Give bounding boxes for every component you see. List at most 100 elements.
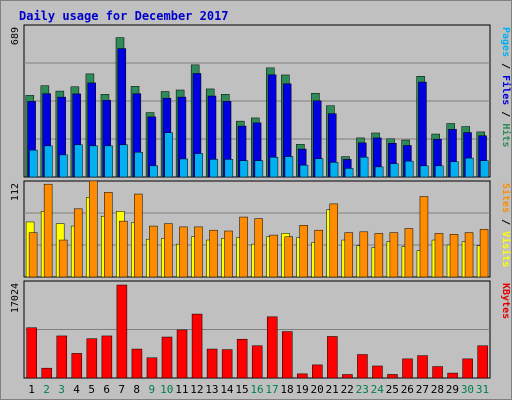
bar-mid-s1-day-27 — [419, 196, 429, 278]
bar-bot-s0-day-27 — [417, 355, 428, 379]
bar-mid-s1-day-22 — [344, 232, 354, 278]
x-tick-label-day-28: 28 — [431, 383, 444, 396]
bar-bot-s0-day-10 — [161, 336, 173, 379]
panel-bot-max-label: 17024 — [10, 283, 21, 313]
bar-bot-s0-day-9 — [146, 357, 158, 379]
x-tick-label-day-29: 29 — [446, 383, 459, 396]
bar-mid-s1-day-2 — [43, 183, 53, 278]
bar-bot-s0-day-8 — [131, 348, 143, 379]
bar-bot-s0-day-18 — [282, 331, 293, 379]
x-tick-label-day-7: 7 — [118, 383, 125, 396]
bar-mid-s1-day-6 — [104, 192, 113, 278]
bar-bot-s0-day-3 — [56, 335, 68, 379]
bar-bot-s0-day-24 — [372, 365, 383, 379]
x-tick-label-day-8: 8 — [133, 383, 140, 396]
bar-bot-s0-day-1 — [26, 327, 37, 379]
panel-bot-axis-label: KBytes — [500, 283, 511, 319]
bar-mid-s1-day-7 — [119, 220, 128, 278]
bar-top-s2-day-25 — [389, 163, 399, 178]
x-tick-label-day-17: 17 — [265, 383, 278, 396]
x-tick-label-day-25: 25 — [386, 383, 399, 396]
bar-top-s2-day-6 — [104, 145, 113, 178]
x-tick-label-day-26: 26 — [401, 383, 414, 396]
x-tick-label-day-30: 30 — [461, 383, 474, 396]
x-tick-label-day-20: 20 — [311, 383, 324, 396]
bar-mid-s1-day-10 — [164, 223, 173, 278]
bar-top-s2-day-20 — [314, 158, 324, 178]
bar-mid-s1-day-9 — [149, 225, 158, 278]
bar-mid-s1-day-30 — [464, 232, 474, 278]
x-tick-label-day-31: 31 — [476, 383, 489, 396]
bar-top-s2-day-1 — [29, 149, 38, 178]
bar-mid-s1-day-26 — [404, 228, 414, 278]
bar-top-s2-day-7 — [119, 144, 128, 178]
bar-bot-s0-day-28 — [432, 366, 443, 379]
bar-top-s2-day-22 — [344, 168, 354, 178]
bar-bot-s0-day-31 — [477, 345, 488, 379]
x-tick-label-day-14: 14 — [220, 383, 234, 396]
panel-mid-axis-label: Sites / Visits — [500, 183, 512, 267]
x-tick-label-day-21: 21 — [326, 383, 339, 396]
x-tick-label-day-5: 5 — [88, 383, 95, 396]
x-tick-label-day-24: 24 — [371, 383, 385, 396]
bar-bot-s0-day-26 — [402, 358, 413, 379]
bar-top-s2-day-27 — [420, 165, 429, 178]
x-tick-label-day-10: 10 — [160, 383, 173, 396]
x-tick-label-day-15: 15 — [235, 383, 248, 396]
bar-top-s2-day-31 — [480, 160, 489, 178]
bar-top-s1-day-27 — [418, 81, 427, 178]
bar-top-s2-day-15 — [239, 160, 249, 178]
x-tick-label-day-9: 9 — [148, 383, 155, 396]
panel-top-series-1 — [27, 48, 487, 178]
bar-top-s2-day-12 — [194, 153, 204, 178]
panel-mid-max-label: 112 — [10, 183, 21, 201]
bar-mid-s1-day-8 — [134, 193, 143, 278]
bar-mid-s1-day-19 — [299, 225, 308, 278]
bar-bot-s0-day-7 — [116, 284, 128, 379]
panel-top-series-2 — [29, 132, 489, 178]
x-tick-label-day-27: 27 — [416, 383, 429, 396]
bar-mid-s1-day-29 — [449, 234, 459, 278]
bar-top-s2-day-23 — [359, 156, 369, 178]
bar-bot-s0-day-25 — [387, 374, 398, 379]
bar-mid-s1-day-31 — [479, 229, 489, 278]
bar-mid-s1-day-1 — [28, 232, 38, 278]
bar-bot-s0-day-14 — [221, 349, 233, 379]
bar-top-s2-day-9 — [149, 165, 158, 178]
x-tick-label-day-23: 23 — [356, 383, 369, 396]
bar-mid-s1-day-16 — [254, 218, 263, 278]
bar-mid-s1-day-23 — [359, 231, 369, 278]
bar-top-s2-day-17 — [269, 156, 279, 178]
x-tick-label-day-6: 6 — [103, 383, 110, 396]
bar-top-s2-day-11 — [179, 158, 188, 178]
panel-top-max-label: 689 — [10, 27, 21, 45]
bar-bot-s0-day-21 — [327, 336, 338, 379]
x-tick-label-day-16: 16 — [250, 383, 263, 396]
bar-mid-s1-day-24 — [374, 233, 384, 278]
chart-panels: 689 Pages / Files / Hits 112 Sites / Visits… — [10, 24, 512, 379]
bar-bot-s0-day-6 — [101, 335, 113, 379]
bar-top-s2-day-13 — [209, 159, 219, 178]
bar-mid-s1-day-21 — [329, 203, 339, 278]
x-tick-label-day-13: 13 — [205, 383, 218, 396]
bar-mid-s1-day-3 — [58, 239, 68, 278]
bar-mid-s1-day-13 — [209, 229, 218, 278]
bar-mid-s1-day-15 — [239, 216, 248, 278]
bar-bot-s0-day-4 — [71, 353, 83, 379]
x-tick-label-day-12: 12 — [190, 383, 203, 396]
bar-mid-s1-day-11 — [179, 226, 188, 278]
bar-mid-s1-day-4 — [73, 208, 83, 278]
bar-bot-s0-day-19 — [297, 373, 308, 379]
bar-top-s2-day-24 — [374, 166, 384, 178]
bar-bot-s0-day-17 — [266, 316, 278, 379]
bar-mid-s1-day-14 — [224, 230, 233, 278]
bar-mid-s1-day-28 — [434, 233, 444, 278]
bar-bot-s0-day-5 — [86, 338, 98, 379]
x-tick-label-day-18: 18 — [280, 383, 293, 396]
bar-bot-s0-day-2 — [41, 367, 52, 379]
panel-bot-series-0 — [26, 284, 488, 379]
bar-mid-s1-day-18 — [284, 236, 293, 278]
bar-mid-s1-day-25 — [389, 232, 399, 278]
bar-bot-s0-day-22 — [342, 374, 353, 379]
